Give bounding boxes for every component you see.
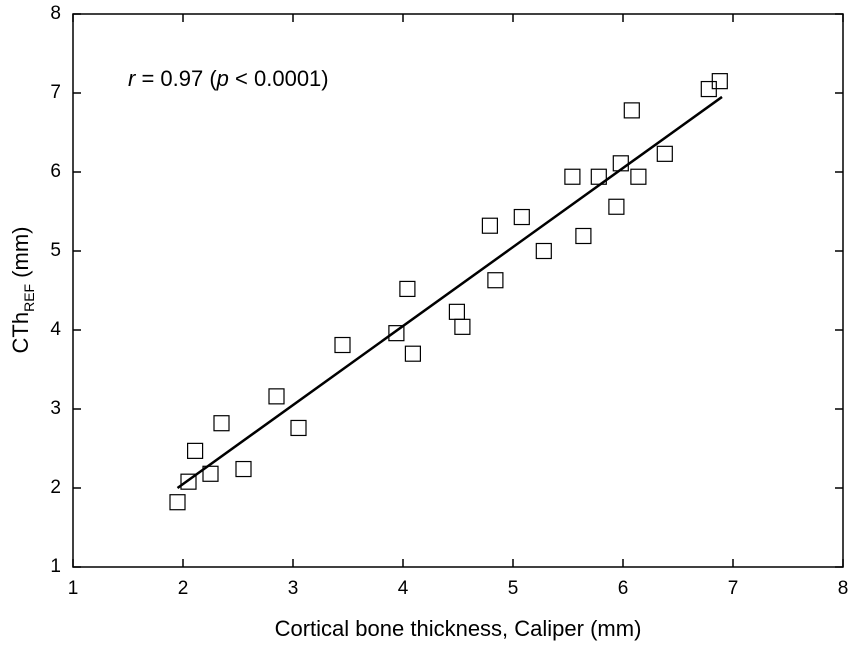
point xyxy=(630,168,647,185)
point xyxy=(623,102,640,119)
point xyxy=(268,388,285,405)
point xyxy=(608,198,625,215)
x-tick-label: 5 xyxy=(508,578,519,599)
plot-frame xyxy=(72,13,844,568)
y-label-main: CTh xyxy=(8,312,33,354)
point xyxy=(334,336,351,354)
y-label-unit: (mm) xyxy=(8,227,33,284)
point xyxy=(481,217,498,234)
fit-line xyxy=(176,95,723,490)
x-tick-label: 8 xyxy=(838,578,849,599)
y-tick-label: 5 xyxy=(50,240,61,261)
annotation-text: = 0.97 ( xyxy=(135,66,217,91)
point xyxy=(290,419,307,437)
x-tick-label: 4 xyxy=(398,578,409,599)
point xyxy=(487,272,504,289)
y-label-sub: REF xyxy=(21,284,37,312)
point xyxy=(169,494,186,511)
point xyxy=(235,460,252,478)
annotation-p: p xyxy=(216,66,229,91)
x-axis-label: Cortical bone thickness, Caliper (mm) xyxy=(275,616,642,641)
point xyxy=(564,168,581,185)
point xyxy=(612,155,629,172)
point xyxy=(404,345,421,362)
point xyxy=(513,208,530,226)
annotation-text: < 0.0001) xyxy=(229,66,329,91)
point xyxy=(399,280,416,298)
x-tick-label: 3 xyxy=(288,578,299,599)
point xyxy=(202,465,219,482)
point xyxy=(187,442,204,459)
point xyxy=(590,168,607,185)
annotation: r = 0.97 (p < 0.0001) xyxy=(128,66,329,91)
point xyxy=(388,325,405,342)
y-tick-label: 6 xyxy=(50,161,61,182)
point xyxy=(656,145,673,162)
point xyxy=(454,318,471,335)
x-tick-label: 6 xyxy=(618,578,629,599)
y-tick-label: 4 xyxy=(50,319,61,340)
y-tick-label: 3 xyxy=(50,398,61,419)
y-tick-label: 8 xyxy=(50,3,61,24)
y-tick-label: 2 xyxy=(50,477,61,498)
y-axis-label: CThREF (mm) xyxy=(8,227,37,354)
point xyxy=(448,303,465,320)
annotation-r: r xyxy=(128,66,137,91)
point xyxy=(213,415,230,432)
point xyxy=(535,242,552,260)
y-tick-label: 1 xyxy=(50,556,61,577)
point xyxy=(180,473,197,490)
y-tick-label: 7 xyxy=(50,82,61,103)
x-tick-label: 1 xyxy=(68,578,79,599)
x-tick-label: 2 xyxy=(178,578,189,599)
point xyxy=(711,73,728,90)
point xyxy=(575,227,592,245)
x-tick-label: 7 xyxy=(728,578,739,599)
